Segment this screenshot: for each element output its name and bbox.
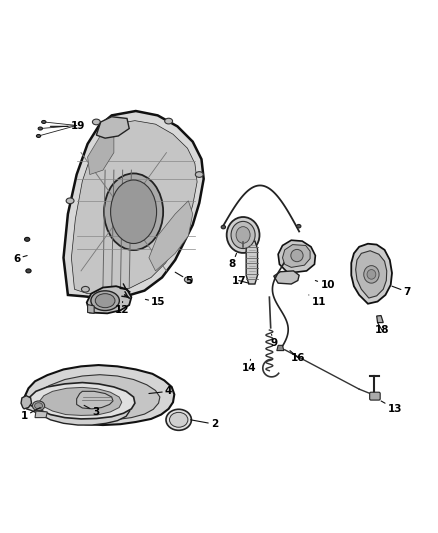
Ellipse shape — [91, 291, 119, 311]
Ellipse shape — [25, 237, 30, 241]
Text: 12: 12 — [114, 302, 129, 316]
Ellipse shape — [110, 180, 157, 244]
Text: 8: 8 — [229, 253, 237, 269]
Ellipse shape — [32, 401, 45, 410]
Polygon shape — [87, 286, 131, 313]
Text: 7: 7 — [392, 286, 411, 297]
Ellipse shape — [81, 286, 89, 292]
Polygon shape — [27, 383, 135, 419]
Polygon shape — [277, 345, 284, 351]
Polygon shape — [71, 120, 197, 294]
Ellipse shape — [184, 277, 192, 282]
Ellipse shape — [221, 225, 226, 229]
Ellipse shape — [35, 403, 42, 409]
Polygon shape — [35, 411, 47, 418]
Ellipse shape — [195, 172, 203, 177]
Text: 3: 3 — [84, 405, 100, 417]
Ellipse shape — [104, 173, 163, 250]
Polygon shape — [77, 391, 113, 409]
Polygon shape — [356, 251, 387, 298]
Ellipse shape — [227, 217, 259, 253]
Ellipse shape — [26, 269, 31, 273]
Ellipse shape — [236, 227, 250, 243]
Text: 9: 9 — [270, 334, 277, 348]
Ellipse shape — [291, 249, 303, 262]
Ellipse shape — [297, 224, 301, 228]
Text: 19: 19 — [50, 122, 85, 131]
Text: 6: 6 — [13, 254, 27, 264]
Polygon shape — [278, 240, 315, 273]
Polygon shape — [88, 304, 94, 313]
Text: 11: 11 — [309, 295, 326, 306]
Polygon shape — [246, 241, 258, 284]
Text: 17: 17 — [231, 276, 249, 286]
Polygon shape — [283, 245, 310, 268]
Text: 16: 16 — [290, 351, 305, 362]
Text: 1: 1 — [21, 408, 40, 421]
Text: 14: 14 — [241, 359, 256, 373]
Polygon shape — [26, 389, 130, 425]
Polygon shape — [274, 271, 299, 284]
Polygon shape — [377, 316, 383, 322]
Polygon shape — [149, 201, 193, 271]
Ellipse shape — [36, 134, 41, 138]
Ellipse shape — [166, 409, 191, 430]
Polygon shape — [24, 365, 174, 425]
Text: 15: 15 — [145, 297, 166, 308]
Polygon shape — [39, 387, 122, 415]
Ellipse shape — [165, 118, 173, 124]
Text: 4: 4 — [149, 386, 172, 397]
Ellipse shape — [364, 265, 379, 283]
Ellipse shape — [66, 198, 74, 204]
Ellipse shape — [92, 119, 100, 125]
Ellipse shape — [231, 221, 255, 248]
FancyBboxPatch shape — [370, 392, 380, 400]
Ellipse shape — [38, 127, 42, 130]
Ellipse shape — [170, 413, 188, 427]
Text: 13: 13 — [381, 401, 403, 414]
Text: 2: 2 — [191, 419, 218, 429]
Ellipse shape — [42, 120, 46, 124]
Text: 18: 18 — [374, 322, 389, 335]
Ellipse shape — [95, 294, 115, 308]
Polygon shape — [88, 126, 114, 174]
Polygon shape — [96, 117, 129, 138]
Polygon shape — [21, 395, 32, 409]
Polygon shape — [64, 111, 204, 298]
Polygon shape — [351, 244, 392, 304]
Text: 10: 10 — [315, 280, 335, 290]
Polygon shape — [34, 375, 160, 421]
Ellipse shape — [367, 270, 376, 279]
Text: 5: 5 — [175, 272, 193, 286]
